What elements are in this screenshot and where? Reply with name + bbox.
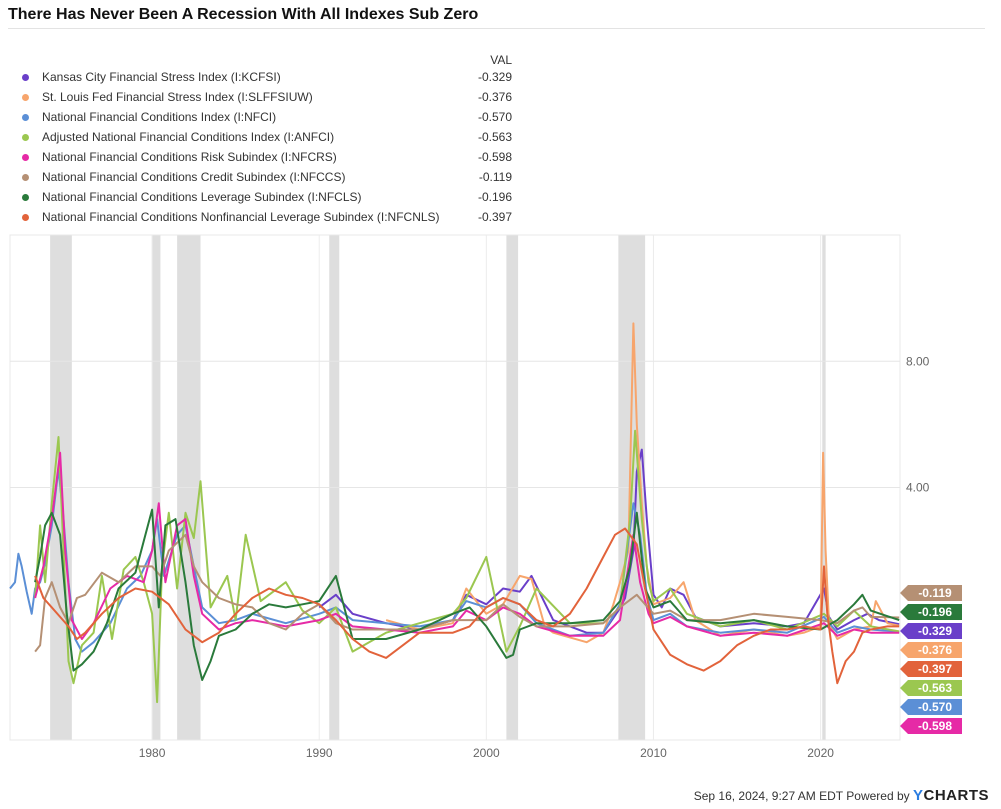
chart-title: There Has Never Been A Recession With Al… — [8, 6, 479, 23]
legend-marker — [22, 134, 29, 141]
value-tag: -0.570 — [900, 699, 962, 715]
y-tick-label: 4.00 — [906, 481, 930, 495]
value-tag-label: -0.376 — [918, 643, 952, 657]
ycharts-logo-y: Y — [912, 787, 924, 804]
series-line — [318, 448, 900, 634]
x-tick-label: 2010 — [640, 746, 667, 760]
value-tag: -0.329 — [900, 623, 962, 639]
value-tag-label: -0.119 — [918, 586, 952, 600]
value-tags: -0.119 -0.196 -0.329 -0.376 -0.397 -0.563 -0.5… — [900, 585, 962, 734]
legend-label: Adjusted National Financial Conditions I… — [42, 130, 335, 144]
value-tag: -0.376 — [900, 642, 962, 658]
series-line — [34, 527, 900, 685]
x-tick-label: 1990 — [306, 746, 333, 760]
value-tag-label: -0.397 — [918, 662, 952, 676]
legend-value: -0.563 — [477, 130, 512, 144]
axes: 1980 1990 2000 2010 2020 4.00 8.00 — [139, 354, 930, 760]
value-tag-label: -0.329 — [918, 624, 952, 638]
legend-item[interactable]: National Financial Conditions Index (I:N… — [22, 110, 522, 128]
series-line — [34, 533, 900, 653]
legend-label: National Financial Conditions Nonfinanci… — [42, 210, 440, 224]
legend-marker — [22, 194, 29, 201]
value-tag: -0.397 — [900, 661, 962, 677]
legend-value: -0.598 — [477, 150, 512, 164]
legend-item[interactable]: National Financial Conditions Nonfinanci… — [22, 210, 522, 228]
legend-marker — [22, 154, 29, 161]
legend-marker — [22, 174, 29, 181]
legend-label: St. Louis Fed Financial Stress Index (I:… — [42, 90, 313, 104]
series-lines — [9, 322, 900, 704]
legend-value: -0.376 — [477, 90, 512, 104]
value-tag-label: -0.196 — [918, 605, 952, 619]
x-tick-label: 2000 — [473, 746, 500, 760]
value-tag-label: -0.563 — [918, 681, 952, 695]
legend-value: -0.329 — [477, 70, 512, 84]
value-tag-bg — [900, 661, 962, 677]
series-line — [34, 429, 900, 704]
legend-label: National Financial Conditions Index (I:N… — [42, 110, 277, 124]
legend-item[interactable]: St. Louis Fed Financial Stress Index (I:… — [22, 90, 522, 108]
ycharts-logo-text: CHARTS — [923, 787, 989, 804]
legend-item[interactable]: Kansas City Financial Stress Index (I:KC… — [22, 70, 522, 88]
legend-value: -0.119 — [478, 170, 512, 184]
value-tag-bg — [900, 585, 962, 601]
legend-value: -0.397 — [477, 210, 512, 224]
chart-svg: 1980 1990 2000 2010 2020 4.00 8.00 -0.119 -0.19… — [9, 234, 962, 760]
legend-label: National Financial Conditions Risk Subin… — [42, 150, 337, 164]
value-tag: -0.598 — [900, 718, 962, 734]
legend-item[interactable]: Adjusted National Financial Conditions I… — [22, 130, 522, 148]
value-tag-bg — [900, 718, 962, 734]
value-tag: -0.119 — [900, 585, 962, 601]
x-tick-label: 1980 — [139, 746, 166, 760]
value-tag-label: -0.598 — [918, 719, 952, 733]
legend-item[interactable]: National Financial Conditions Credit Sub… — [22, 170, 522, 188]
value-tag-label: -0.570 — [918, 700, 952, 714]
value-tag-bg — [900, 642, 962, 658]
value-tag: -0.196 — [900, 604, 962, 620]
legend-marker — [22, 74, 29, 81]
grid — [9, 234, 901, 741]
x-tick-label: 2020 — [807, 746, 834, 760]
value-tag: -0.563 — [900, 680, 962, 696]
footer: Sep 16, 2024, 9:27 AM EDT Powered by YCH… — [694, 787, 989, 804]
value-tag-bg — [900, 680, 962, 696]
footer-powered-by: Powered by — [846, 789, 910, 803]
legend-item[interactable]: National Financial Conditions Leverage S… — [22, 190, 522, 208]
series-line — [34, 451, 900, 640]
value-tag-bg — [900, 699, 962, 715]
legend-header-val: VAL — [490, 53, 512, 67]
value-tag-bg — [900, 604, 962, 620]
legend-label: National Financial Conditions Leverage S… — [42, 190, 362, 204]
series-line — [34, 508, 900, 681]
legend-label: Kansas City Financial Stress Index (I:KC… — [42, 70, 281, 84]
value-tag-bg — [900, 623, 962, 639]
legend-label: National Financial Conditions Credit Sub… — [42, 170, 346, 184]
legend-marker — [22, 214, 29, 221]
title-divider — [8, 28, 985, 29]
legend-value: -0.196 — [477, 190, 512, 204]
legend-marker — [22, 94, 29, 101]
legend-item[interactable]: National Financial Conditions Risk Subin… — [22, 150, 522, 168]
legend-value: -0.570 — [477, 110, 512, 124]
y-tick-label: 8.00 — [906, 354, 930, 368]
ycharts-logo[interactable]: YCHARTS — [913, 787, 989, 804]
footer-timestamp: Sep 16, 2024, 9:27 AM EDT — [693, 789, 843, 803]
legend-marker — [22, 114, 29, 121]
